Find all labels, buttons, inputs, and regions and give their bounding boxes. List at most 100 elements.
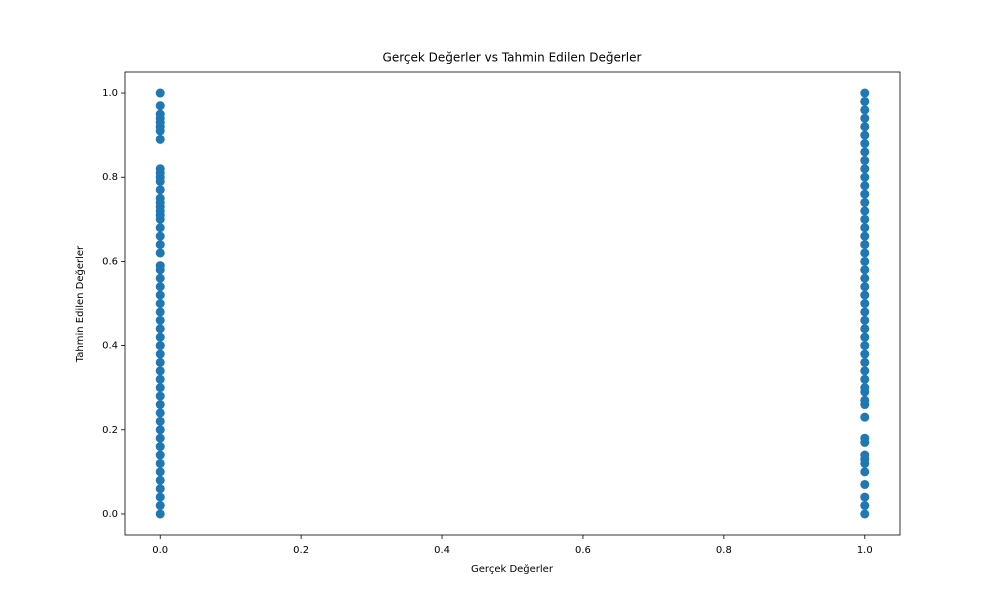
point (860, 164, 870, 174)
point (860, 282, 870, 292)
y-tick-label: 0.8 (102, 172, 118, 183)
point (155, 164, 165, 174)
point (860, 307, 870, 317)
y-axis-label: Tahmin Edilen Değerler (74, 245, 86, 363)
point (860, 256, 870, 266)
chart-title: Gerçek Değerler vs Tahmin Edilen Değerle… (383, 51, 642, 65)
point (155, 400, 165, 410)
point (155, 290, 165, 300)
point (860, 492, 870, 502)
point (155, 307, 165, 317)
point (155, 450, 165, 460)
point (155, 273, 165, 283)
y-tick-label: 0.4 (102, 341, 118, 352)
point (860, 374, 870, 384)
point (155, 185, 165, 195)
point (860, 383, 870, 393)
point (155, 509, 165, 519)
point (155, 248, 165, 258)
point (155, 134, 165, 144)
point (155, 341, 165, 351)
point (155, 442, 165, 452)
point (860, 315, 870, 325)
point (155, 484, 165, 494)
point (860, 223, 870, 233)
point (860, 467, 870, 477)
point (860, 412, 870, 422)
point (860, 155, 870, 165)
point (860, 265, 870, 275)
point (860, 88, 870, 98)
point (155, 231, 165, 241)
y-tick-label: 0.6 (102, 256, 118, 267)
point (860, 290, 870, 300)
point (155, 467, 165, 477)
x-tick-label: 0.4 (434, 545, 450, 556)
point (155, 366, 165, 376)
point (860, 433, 870, 443)
point (860, 197, 870, 207)
point (155, 88, 165, 98)
point (155, 383, 165, 393)
point (860, 299, 870, 308)
x-tick-label: 0.2 (293, 545, 309, 556)
x-axis-label: Gerçek Değerler (471, 563, 554, 575)
y-tick-label: 1.0 (102, 88, 118, 99)
point (155, 425, 165, 435)
point (155, 408, 165, 418)
point (860, 349, 870, 359)
point (860, 122, 870, 132)
point (155, 299, 165, 308)
point (860, 181, 870, 191)
point (860, 366, 870, 376)
x-tick-label: 1.0 (857, 545, 873, 556)
point (860, 479, 870, 489)
point (155, 101, 165, 111)
point (860, 172, 870, 182)
x-tick-label: 0.6 (575, 545, 591, 556)
point (860, 214, 870, 224)
point (860, 147, 870, 157)
point (155, 282, 165, 292)
point (155, 416, 165, 426)
point (155, 193, 165, 203)
point (860, 248, 870, 258)
point (860, 113, 870, 123)
point (860, 105, 870, 115)
point (155, 374, 165, 384)
point (860, 332, 870, 342)
point (860, 395, 870, 405)
point (155, 223, 165, 233)
point (860, 450, 870, 460)
point (155, 492, 165, 502)
plot-frame (124, 71, 901, 536)
point (155, 357, 165, 367)
point (155, 315, 165, 325)
point (860, 130, 870, 140)
point (155, 349, 165, 359)
point (155, 391, 165, 401)
point (860, 240, 870, 250)
x-tick-label: 0.8 (716, 545, 732, 556)
point (860, 139, 870, 149)
point (860, 231, 870, 241)
point (860, 96, 870, 106)
point (155, 240, 165, 250)
point (860, 324, 870, 334)
point (860, 273, 870, 283)
point (155, 324, 165, 334)
point (860, 509, 870, 519)
point (155, 109, 165, 119)
point (860, 206, 870, 216)
point (860, 501, 870, 511)
y-tick-label: 0.2 (102, 425, 118, 436)
point (860, 341, 870, 351)
point (155, 475, 165, 485)
point (155, 261, 165, 271)
y-tick-label: 0.0 (102, 509, 118, 520)
point (155, 433, 165, 443)
x-tick-label: 0.0 (152, 545, 168, 556)
point (860, 189, 870, 199)
